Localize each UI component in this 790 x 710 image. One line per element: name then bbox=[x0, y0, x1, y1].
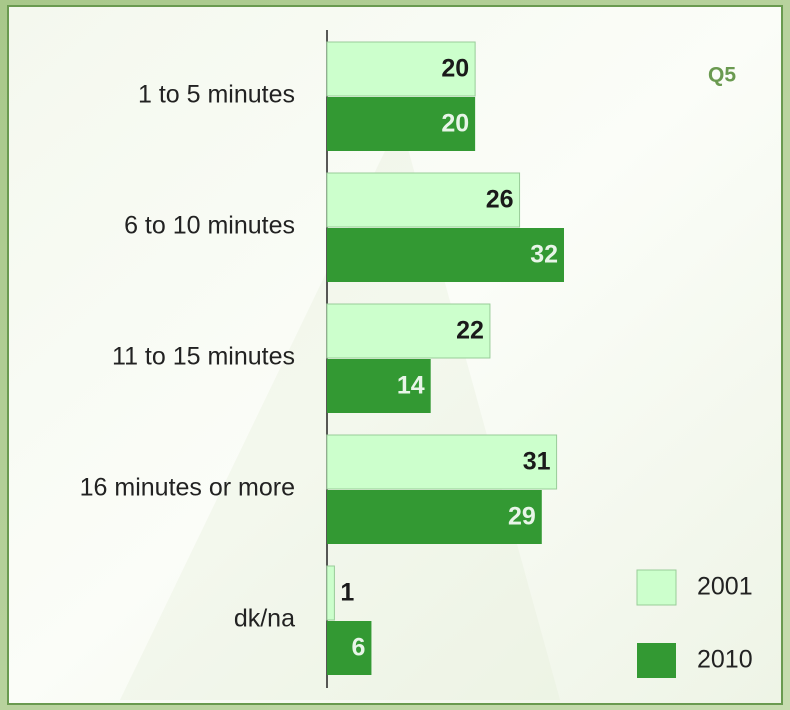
legend-swatch bbox=[636, 569, 677, 606]
bar bbox=[327, 621, 372, 675]
bar bbox=[327, 490, 542, 544]
value-label: 6 bbox=[352, 634, 366, 662]
bar bbox=[326, 41, 476, 97]
category-label: 1 to 5 minutes bbox=[138, 81, 295, 109]
bar bbox=[326, 434, 558, 490]
category-label: 11 to 15 minutes bbox=[112, 343, 295, 371]
value-label: 32 bbox=[530, 241, 558, 269]
legend-label: 2001 bbox=[697, 573, 753, 601]
category-label: 16 minutes or more bbox=[80, 474, 295, 502]
legend-swatch bbox=[637, 643, 676, 678]
value-label: 22 bbox=[456, 317, 484, 345]
value-label: 14 bbox=[397, 372, 425, 400]
value-label: 1 bbox=[340, 579, 354, 607]
bar bbox=[327, 359, 431, 413]
legend-label: 2010 bbox=[697, 646, 753, 674]
value-label: 26 bbox=[486, 186, 514, 214]
bar bbox=[326, 172, 521, 228]
chart-title: Q5 bbox=[708, 64, 736, 87]
value-label: 29 bbox=[508, 503, 536, 531]
value-label: 20 bbox=[441, 55, 469, 83]
bar bbox=[327, 97, 476, 151]
value-label: 31 bbox=[523, 448, 551, 476]
bar bbox=[326, 565, 335, 621]
category-label: dk/na bbox=[234, 605, 295, 633]
bar bbox=[326, 303, 491, 359]
value-label: 20 bbox=[441, 110, 469, 138]
category-label: 6 to 10 minutes bbox=[124, 212, 295, 240]
bar bbox=[327, 228, 564, 282]
